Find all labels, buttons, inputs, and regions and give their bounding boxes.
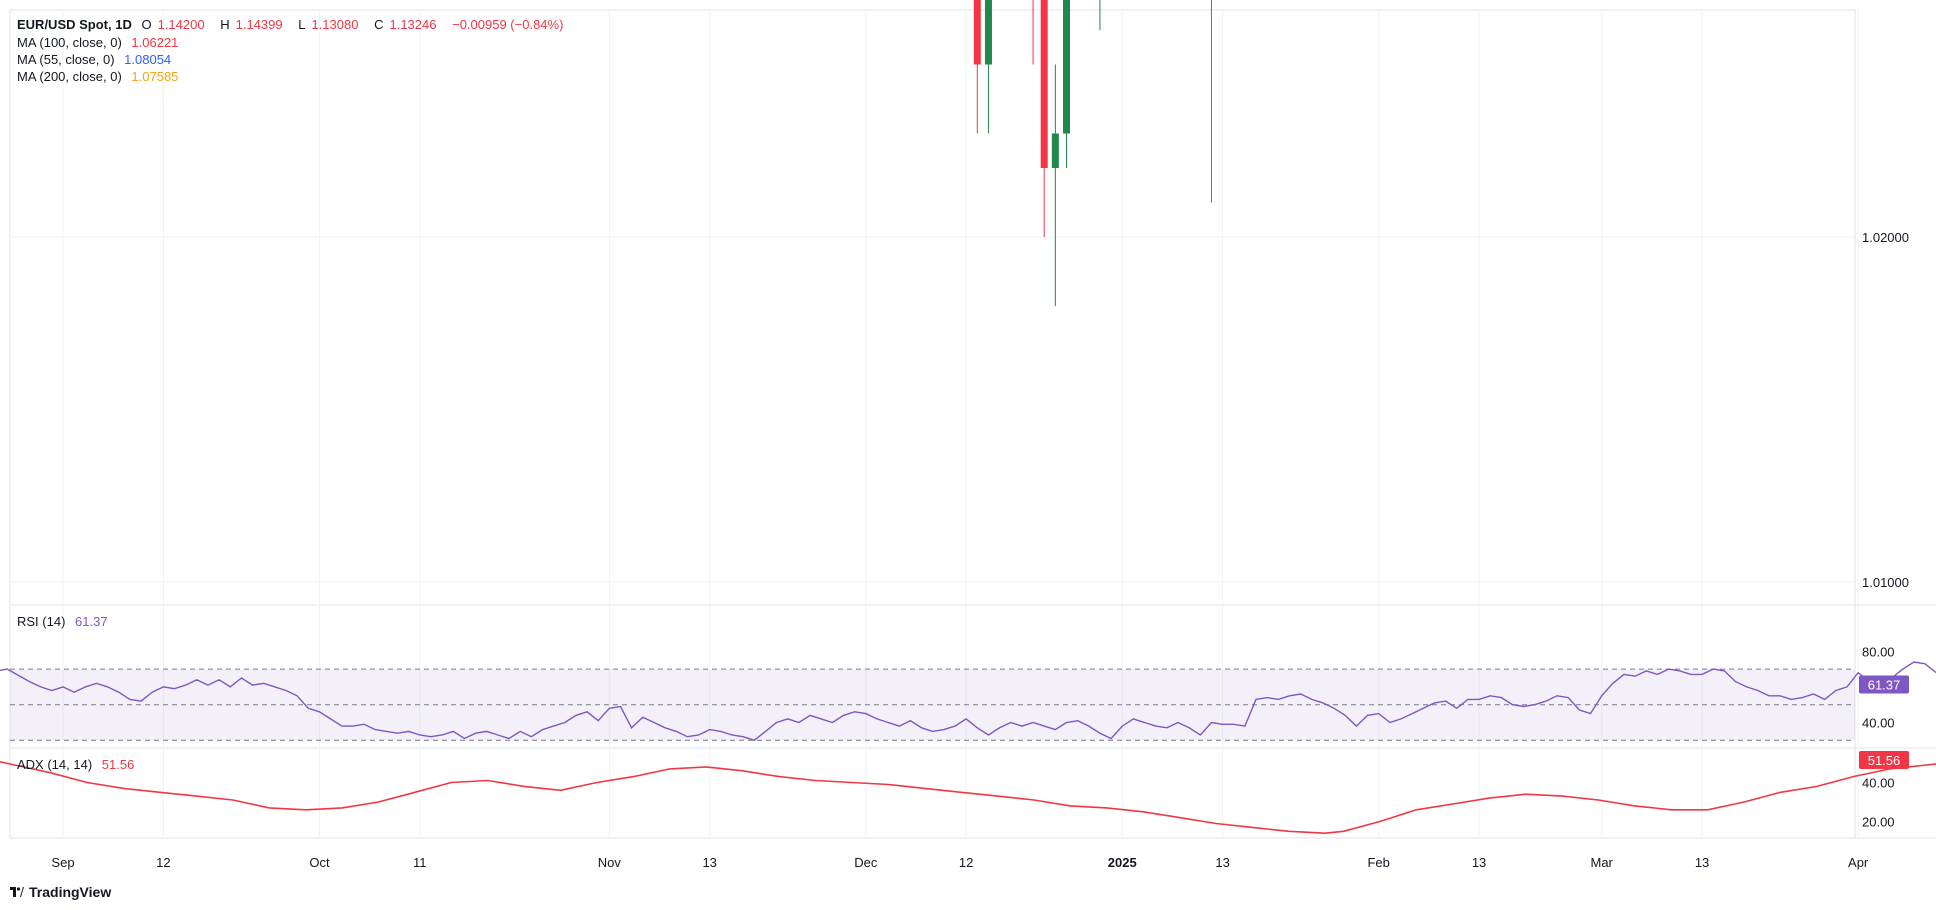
x-tick-label: Mar — [1591, 855, 1614, 870]
ma100-label: MA (100, close, 0) — [17, 35, 122, 50]
x-tick-label: Sep — [51, 855, 74, 870]
rsi-value: 61.37 — [75, 614, 108, 629]
ma200-value: 1.07585 — [131, 69, 179, 84]
candle-body — [984, 0, 992, 65]
rsi-value-box — [1859, 675, 1909, 694]
y-tick-label: 1.01000 — [1862, 575, 1909, 590]
adx-value-label: 51.56 — [1868, 753, 1901, 768]
ma200-legend[interactable]: MA (200, close, 0) 1.07585 — [17, 69, 184, 84]
ma55-label: MA (55, close, 0) — [17, 52, 115, 67]
adx-line — [0, 761, 1936, 835]
x-tick-label: Nov — [598, 855, 622, 870]
low-value: 1.13080 — [311, 17, 359, 32]
candle — [1099, 0, 1101, 30]
open-label: O — [141, 17, 152, 32]
ma55-legend[interactable]: MA (55, close, 0) 1.08054 — [17, 52, 177, 67]
candle-body — [1051, 133, 1059, 168]
rsi-label: RSI (14) — [17, 614, 66, 629]
brand-label: TradingView — [29, 884, 112, 900]
adx-tick-label: 20.00 — [1862, 815, 1895, 830]
ma55-value: 1.08054 — [124, 52, 172, 67]
x-tick-label: Dec — [854, 855, 878, 870]
close-label: C — [374, 17, 384, 32]
x-tick-label: 11 — [413, 855, 427, 870]
candle — [1063, 0, 1070, 168]
candle-body — [1040, 0, 1048, 168]
low-label: L — [298, 17, 306, 32]
adx-value-box — [1859, 750, 1909, 769]
y-tick-label: 1.02000 — [1862, 230, 1909, 245]
ohlc-legend: EUR/USD Spot, 1D O 1.14200 H 1.14399 L 1.13… — [17, 17, 569, 32]
candle — [1210, 0, 1212, 203]
ma200-label: MA (200, close, 0) — [17, 69, 122, 84]
rsi-legend[interactable]: RSI (14) 61.37 — [17, 614, 114, 629]
high-value: 1.14399 — [235, 17, 283, 32]
adx-tick-label: 40.00 — [1862, 776, 1895, 791]
candle — [984, 0, 992, 134]
x-tick-label: 13 — [702, 855, 716, 870]
x-tick-label: 13 — [1695, 855, 1709, 870]
change-value: −0.00959 (−0.84%) — [452, 17, 564, 32]
x-tick-label: 12 — [959, 855, 973, 870]
symbol-label: EUR/USD Spot, 1D — [17, 17, 132, 32]
candle — [1032, 0, 1034, 65]
rsi-line — [0, 661, 1936, 742]
candle — [973, 0, 981, 134]
rsi-value-label: 61.37 — [1868, 677, 1901, 692]
x-tick-label: 13 — [1472, 855, 1486, 870]
candle-body — [1063, 0, 1070, 134]
rsi-tick-label: 80.00 — [1862, 644, 1895, 659]
adx-label: ADX (14, 14) — [17, 757, 93, 772]
x-tick-label: Oct — [309, 855, 330, 870]
ma100-value: 1.06221 — [131, 35, 179, 50]
adx-legend[interactable]: ADX (14, 14) 51.56 — [17, 757, 140, 772]
close-value: 1.13246 — [389, 17, 437, 32]
candle — [1040, 0, 1048, 237]
x-tick-label: 12 — [156, 855, 170, 870]
high-label: H — [220, 17, 230, 32]
tradingview-logo[interactable]: TradingView — [10, 884, 111, 900]
x-tick-label: 2025 — [1108, 855, 1137, 870]
candle — [1051, 64, 1059, 306]
open-value: 1.14200 — [157, 17, 205, 32]
candle-body — [973, 0, 981, 65]
x-tick-label: Apr — [1848, 855, 1869, 870]
x-tick-label: Feb — [1367, 855, 1389, 870]
x-tick-label: 13 — [1215, 855, 1229, 870]
adx-value: 51.56 — [101, 757, 135, 772]
rsi-tick-label: 40.00 — [1862, 716, 1895, 731]
tradingview-icon — [10, 887, 24, 897]
ma100-legend[interactable]: MA (100, close, 0) 1.06221 — [17, 35, 184, 50]
